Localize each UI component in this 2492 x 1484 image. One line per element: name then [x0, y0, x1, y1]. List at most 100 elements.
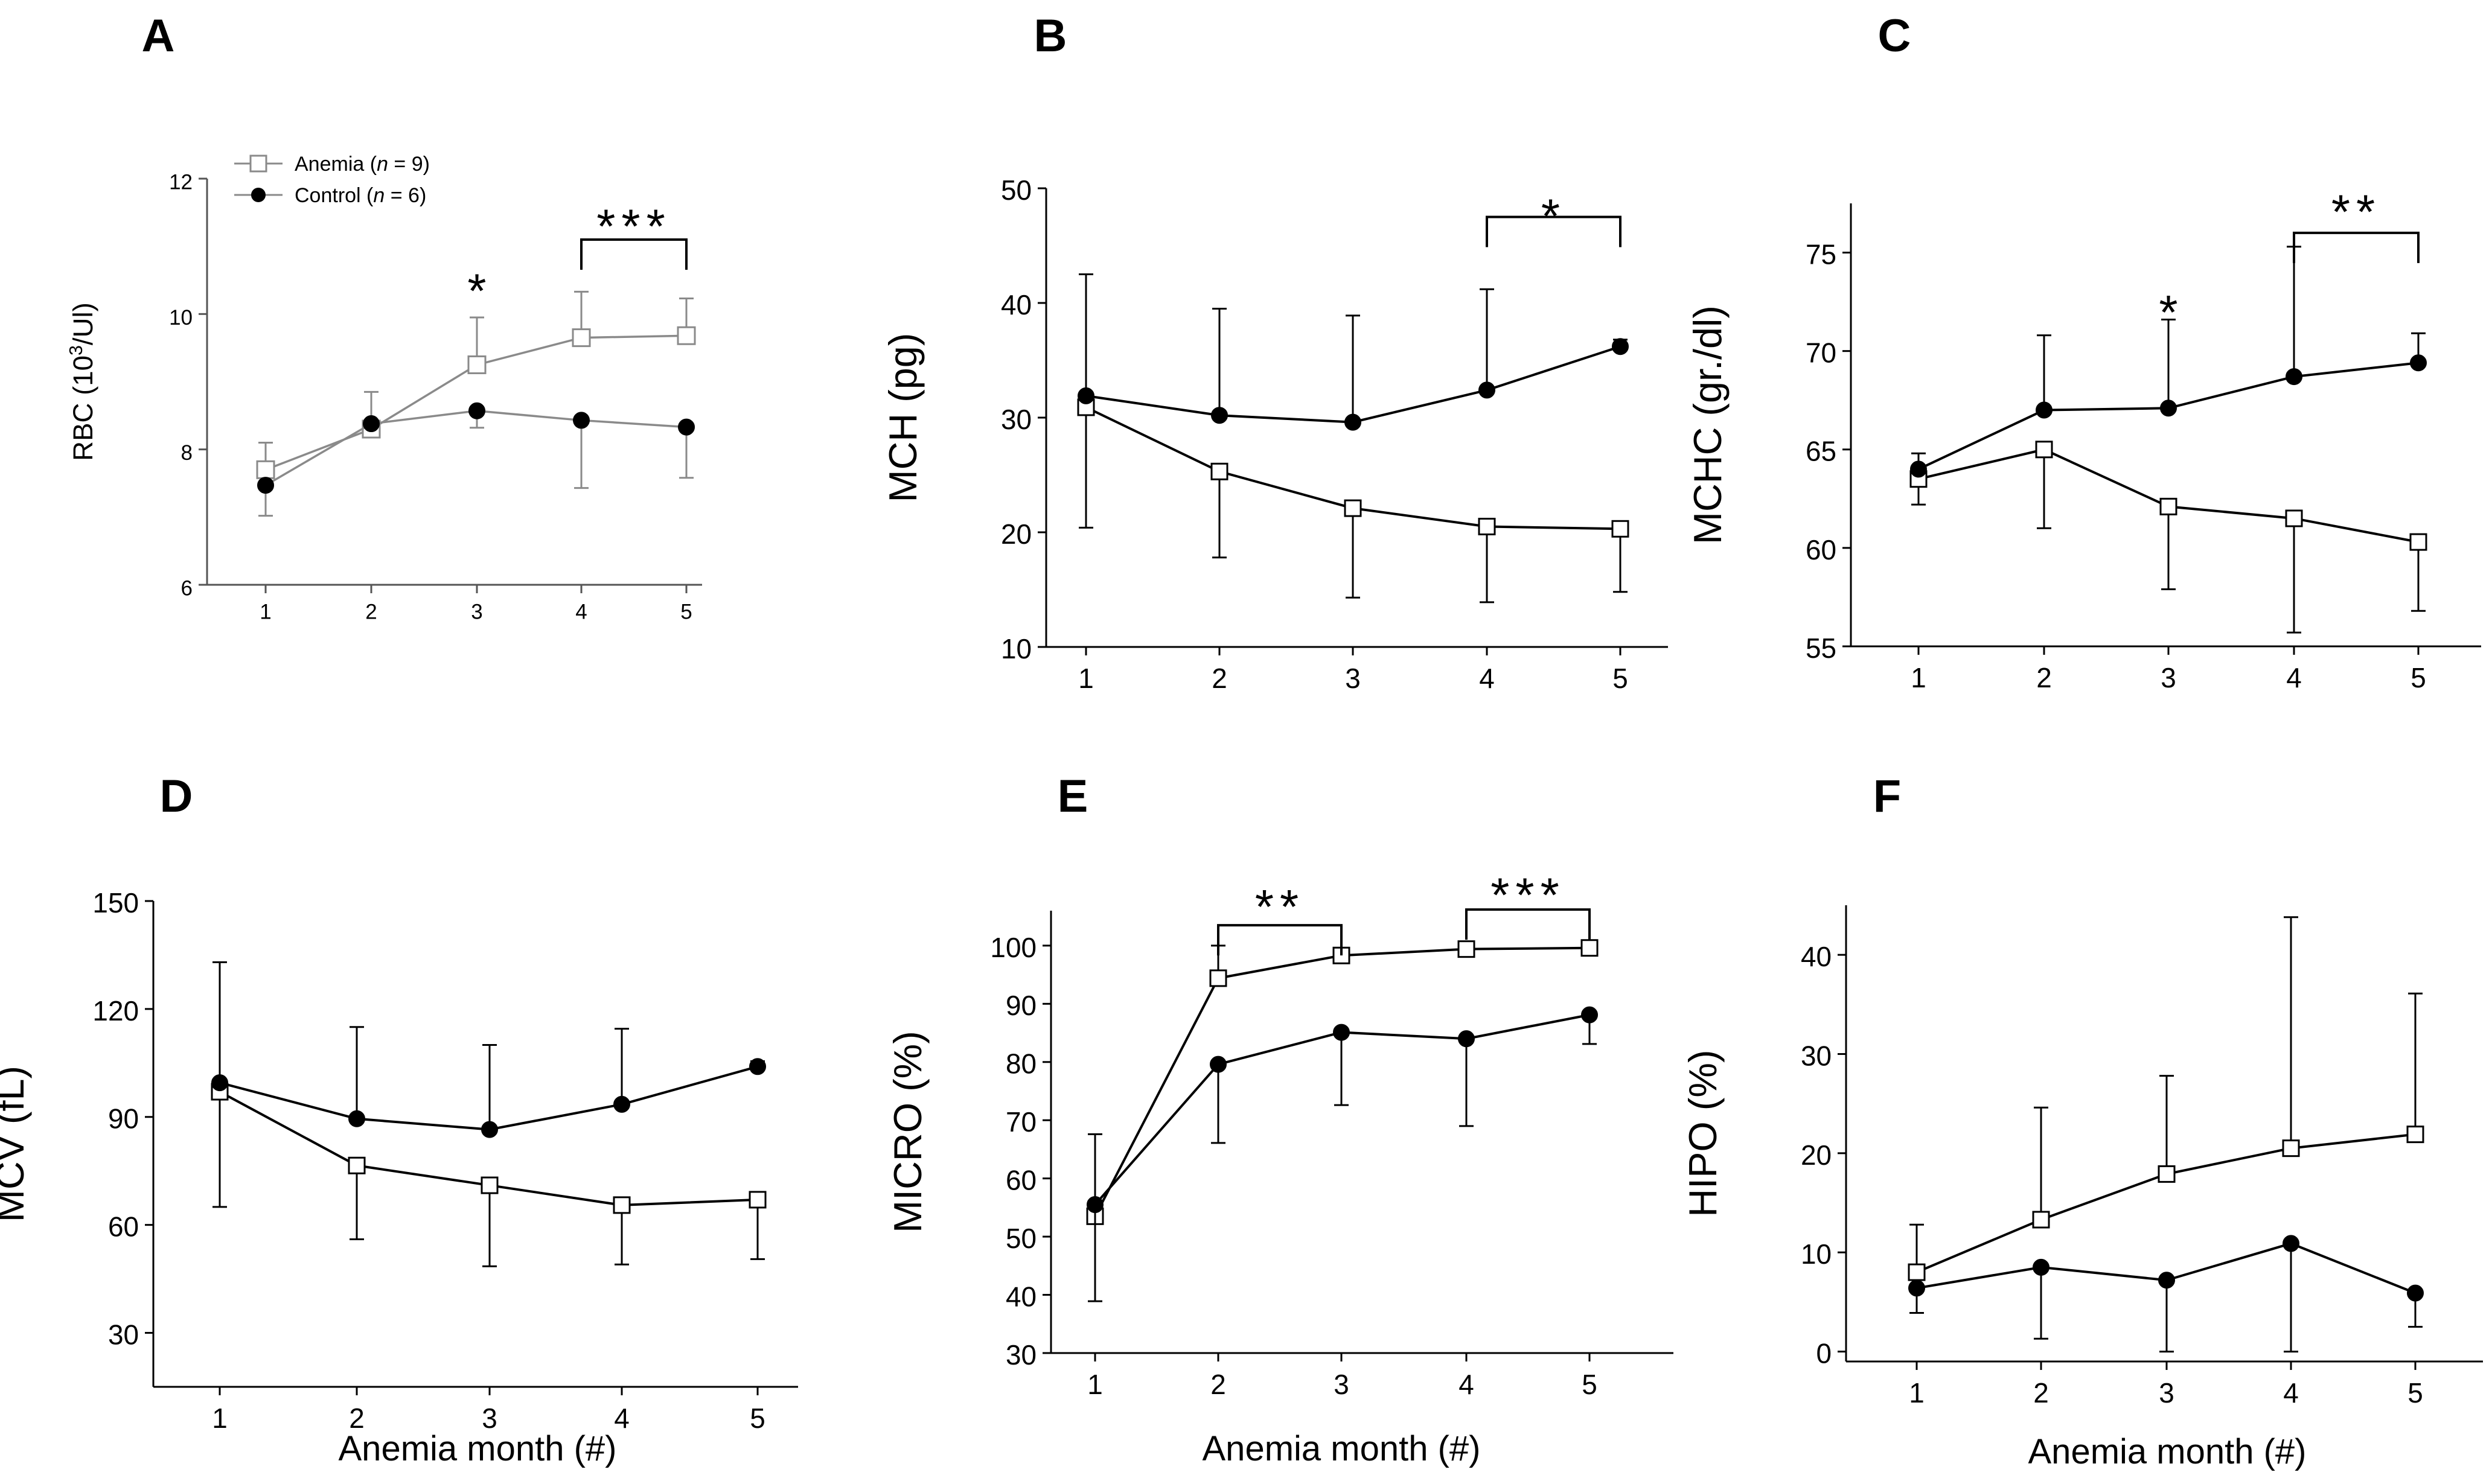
- x-tick-label: 5: [1582, 1369, 1597, 1400]
- y-tick-label: 12: [169, 171, 193, 194]
- significance-marker: *: [2159, 285, 2177, 339]
- y-tick-label: 8: [181, 441, 193, 465]
- data-point-control: [468, 402, 485, 419]
- data-point-control: [348, 1110, 365, 1127]
- y-axis-label: RBC (103/Ul): [66, 302, 98, 461]
- panel-label: B: [1034, 10, 1067, 62]
- data-point-anemia: [481, 1176, 499, 1194]
- data-point-anemia: [2035, 441, 2053, 459]
- legend-label: Control (n = 6): [295, 184, 426, 207]
- x-tick-label: 1: [260, 600, 271, 624]
- x-tick-label: 4: [575, 600, 587, 624]
- x-tick-label: 3: [2161, 662, 2176, 693]
- data-point-anemia: [256, 460, 275, 479]
- y-tick-label: 80: [1006, 1048, 1037, 1080]
- data-point-control: [2033, 1258, 2050, 1276]
- data-point-control: [2160, 400, 2177, 417]
- data-point-control: [749, 1058, 766, 1075]
- x-tick-label: 3: [482, 1403, 497, 1434]
- data-point-anemia: [1344, 499, 1362, 517]
- x-tick-label: 5: [680, 600, 692, 624]
- data-point-control: [573, 412, 590, 429]
- data-point-anemia: [1611, 520, 1629, 538]
- y-tick-label: 0: [1816, 1337, 1832, 1369]
- y-tick-label: 20: [1801, 1139, 1832, 1171]
- y-tick-label: 100: [990, 932, 1037, 963]
- y-tick-label: 30: [1006, 1339, 1037, 1371]
- y-axis-label: MCHC (gr./dl): [1685, 305, 1730, 544]
- y-tick-label: 55: [1806, 632, 1836, 664]
- legend-label: Anemia (n = 9): [295, 153, 430, 176]
- x-tick-label: 1: [212, 1403, 228, 1434]
- x-tick-label: 2: [1210, 1369, 1226, 1400]
- series-control: [211, 961, 766, 1138]
- legend: Anemia (n = 9) Control (n = 6): [234, 153, 430, 207]
- significance-marker: **: [2331, 185, 2381, 239]
- y-tick-label: 90: [1006, 990, 1037, 1021]
- data-point-control: [613, 1095, 630, 1113]
- y-tick-label: 40: [1001, 289, 1032, 320]
- x-tick-label: 2: [349, 1403, 365, 1434]
- data-point-anemia: [1457, 940, 1475, 958]
- x-tick-label: 3: [1334, 1369, 1349, 1400]
- y-tick-label: 30: [1801, 1040, 1832, 1071]
- significance-bracket: [1486, 215, 1621, 247]
- data-point-anemia: [2282, 1139, 2300, 1158]
- y-tick-label: 65: [1806, 436, 1836, 467]
- series-control: [1078, 273, 1629, 431]
- y-tick-label: 60: [1806, 534, 1836, 565]
- significance-marker: **: [1255, 880, 1305, 934]
- y-tick-label: 30: [1001, 404, 1032, 435]
- x-tick-label: 5: [750, 1403, 765, 1434]
- series-control: [1910, 246, 2427, 478]
- significance-marker: *: [1541, 189, 1566, 243]
- data-point-control: [1908, 1279, 1925, 1297]
- y-tick-label: 10: [1001, 633, 1032, 664]
- data-point-control: [2283, 1235, 2299, 1252]
- x-axis-label: Anemia month (#): [1203, 1429, 1481, 1468]
- panel-label: F: [1873, 771, 1901, 822]
- data-point-control: [1612, 338, 1629, 355]
- data-point-anemia: [2409, 533, 2427, 551]
- y-tick-label: 50: [1006, 1223, 1037, 1254]
- y-axis-label: HIPO (%): [1681, 1049, 1725, 1217]
- data-point-control: [2407, 1284, 2424, 1302]
- data-point-anemia: [1210, 462, 1228, 480]
- data-point-control: [1333, 1024, 1350, 1041]
- panel-b: B 10 20 30 40 50 1 2 3 4 5 MCH (pg) *: [881, 10, 1668, 694]
- y-tick-label: 10: [1801, 1238, 1832, 1270]
- data-point-control: [1910, 460, 1927, 478]
- x-tick-label: 1: [1078, 663, 1094, 694]
- panel-label: C: [1878, 10, 1911, 62]
- series-control: [1087, 1006, 1598, 1302]
- panel-label: D: [160, 771, 193, 822]
- y-axis-label: MCH (pg): [881, 333, 925, 503]
- series-anemia: [256, 290, 696, 479]
- x-tick-label: 4: [2286, 662, 2302, 693]
- data-point-anemia: [749, 1191, 767, 1209]
- y-tick-label: 50: [1001, 174, 1032, 206]
- series-control: [1908, 1235, 2424, 1353]
- significance-bracket: [1217, 924, 1343, 956]
- significance-bracket: [580, 238, 688, 270]
- data-point-anemia: [572, 328, 591, 348]
- significance-marker: *: [467, 264, 486, 317]
- x-tick-label: 4: [2283, 1377, 2299, 1409]
- data-point-anemia: [2285, 509, 2303, 527]
- y-tick-label: 6: [181, 577, 193, 600]
- y-tick-label: 60: [1006, 1165, 1037, 1196]
- data-point-control: [2036, 401, 2053, 419]
- data-point-control: [1478, 381, 1495, 399]
- data-point-anemia: [2032, 1211, 2050, 1229]
- data-point-control: [2286, 368, 2302, 386]
- data-point-anemia: [1209, 969, 1227, 987]
- y-tick-label: 40: [1801, 941, 1832, 972]
- y-tick-label: 70: [1806, 337, 1836, 369]
- y-tick-label: 70: [1006, 1106, 1037, 1138]
- x-axis-label: Anemia month (#): [2028, 1432, 2307, 1471]
- data-point-control: [2158, 1272, 2175, 1289]
- series-anemia: [1909, 441, 2427, 634]
- data-point-control: [211, 1074, 228, 1092]
